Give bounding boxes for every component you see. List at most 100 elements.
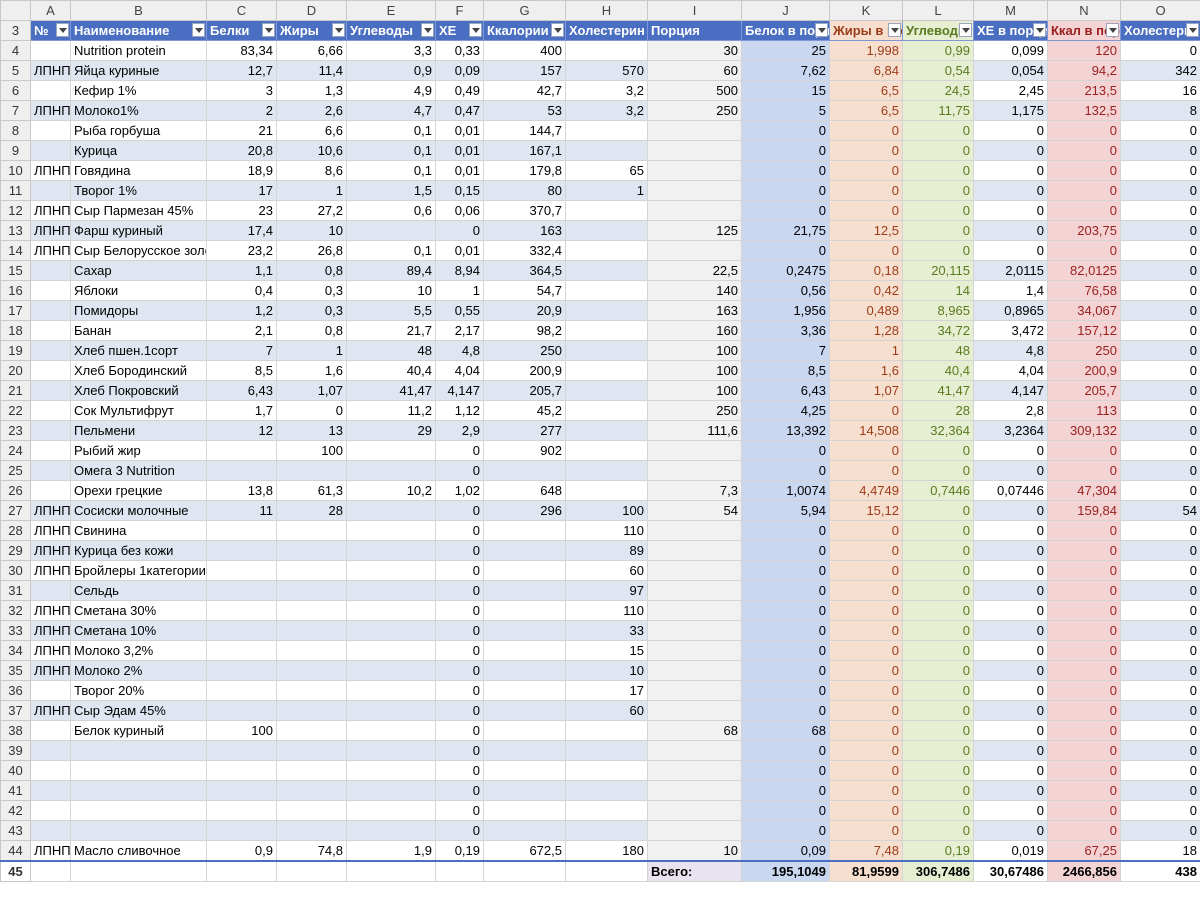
cell[interactable]: 21,7 xyxy=(346,320,436,341)
cell[interactable] xyxy=(346,640,436,661)
row-number[interactable]: 35 xyxy=(0,660,31,681)
cell[interactable]: Сельдь xyxy=(70,580,207,601)
cell[interactable]: 13 xyxy=(276,420,347,441)
cell[interactable]: ЛПНП xyxy=(30,100,71,121)
cell[interactable]: 15 xyxy=(741,80,830,101)
cell[interactable]: 0 xyxy=(1047,760,1121,781)
cell[interactable]: 0,15 xyxy=(435,180,484,201)
row-number[interactable]: 19 xyxy=(0,340,31,361)
cell[interactable]: 3,2 xyxy=(565,80,648,101)
cell[interactable]: 4,7 xyxy=(346,100,436,121)
cell[interactable]: 0 xyxy=(902,720,974,741)
cell[interactable]: 0 xyxy=(902,140,974,161)
cell[interactable]: 0 xyxy=(973,180,1048,201)
cell[interactable]: 0 xyxy=(902,640,974,661)
cell[interactable] xyxy=(565,320,648,341)
cell[interactable]: 0,09 xyxy=(435,60,484,81)
cell[interactable]: 0 xyxy=(902,500,974,521)
cell[interactable] xyxy=(647,680,742,701)
row-number[interactable]: 29 xyxy=(0,540,31,561)
cell[interactable]: 159,84 xyxy=(1047,500,1121,521)
cell[interactable]: 0,4 xyxy=(206,280,277,301)
table-header-cell[interactable]: Холестерин xyxy=(565,20,648,41)
cell[interactable]: 0,54 xyxy=(902,60,974,81)
cell[interactable]: 0 xyxy=(1120,760,1200,781)
row-number[interactable]: 18 xyxy=(0,320,31,341)
cell[interactable] xyxy=(276,820,347,841)
cell[interactable]: 0,33 xyxy=(435,40,484,61)
column-header-j[interactable]: J xyxy=(741,0,830,21)
cell[interactable]: 250 xyxy=(647,400,742,421)
cell[interactable]: 0 xyxy=(829,240,903,261)
cell[interactable]: 0,9 xyxy=(346,60,436,81)
cell[interactable]: Хлеб пшен.1сорт xyxy=(70,340,207,361)
cell[interactable]: 74,8 xyxy=(276,840,347,862)
cell[interactable] xyxy=(565,280,648,301)
cell[interactable]: 205,7 xyxy=(1047,380,1121,401)
cell[interactable]: 0 xyxy=(1120,660,1200,681)
cell[interactable]: 203,75 xyxy=(1047,220,1121,241)
cell[interactable] xyxy=(647,200,742,221)
table-header-cell[interactable]: ХЕ в порции xyxy=(973,20,1048,41)
row-number[interactable]: 27 xyxy=(0,500,31,521)
select-all-corner[interactable] xyxy=(0,0,31,21)
cell[interactable]: 0,8 xyxy=(276,260,347,281)
cell[interactable] xyxy=(206,580,277,601)
cell[interactable]: 2,0115 xyxy=(973,260,1048,281)
cell[interactable] xyxy=(483,640,566,661)
cell[interactable]: 1,6 xyxy=(829,360,903,381)
cell[interactable] xyxy=(483,560,566,581)
cell[interactable]: 0 xyxy=(973,820,1048,841)
cell[interactable] xyxy=(346,860,436,882)
cell[interactable] xyxy=(346,620,436,641)
cell[interactable]: 0 xyxy=(741,240,830,261)
cell[interactable]: 163 xyxy=(483,220,566,241)
cell[interactable] xyxy=(206,860,277,882)
cell[interactable]: 0 xyxy=(829,140,903,161)
cell[interactable]: Nutrition protein xyxy=(70,40,207,61)
row-number[interactable]: 10 xyxy=(0,160,31,181)
row-number[interactable]: 44 xyxy=(0,840,31,862)
cell[interactable]: 0 xyxy=(1047,440,1121,461)
cell[interactable]: 0 xyxy=(741,800,830,821)
cell[interactable]: 0 xyxy=(1047,580,1121,601)
cell[interactable]: Говядина xyxy=(70,160,207,181)
table-header-cell[interactable]: Белок в порции xyxy=(741,20,830,41)
row-number[interactable]: 36 xyxy=(0,680,31,701)
cell[interactable]: ЛПНП xyxy=(30,200,71,221)
cell[interactable] xyxy=(647,120,742,141)
cell[interactable]: 0 xyxy=(1120,520,1200,541)
cell[interactable]: 34,067 xyxy=(1047,300,1121,321)
cell[interactable]: 24,5 xyxy=(902,80,974,101)
cell[interactable] xyxy=(276,680,347,701)
cell[interactable] xyxy=(647,820,742,841)
cell[interactable]: 0 xyxy=(829,400,903,421)
cell[interactable]: 0 xyxy=(973,440,1048,461)
cell[interactable]: 0,09 xyxy=(741,840,830,862)
cell[interactable]: 18 xyxy=(1120,840,1200,862)
cell[interactable]: ЛПНП xyxy=(30,560,71,581)
cell[interactable] xyxy=(276,720,347,741)
cell[interactable]: 0 xyxy=(829,780,903,801)
row-number[interactable]: 3 xyxy=(0,20,31,41)
cell[interactable] xyxy=(30,400,71,421)
cell[interactable]: Сахар xyxy=(70,260,207,281)
cell[interactable]: 0 xyxy=(1047,700,1121,721)
cell[interactable] xyxy=(346,820,436,841)
cell[interactable]: 0 xyxy=(1120,440,1200,461)
table-header-cell[interactable]: Углеводы в порции xyxy=(902,20,974,41)
cell[interactable]: 2,9 xyxy=(435,420,484,441)
cell[interactable]: 0 xyxy=(973,140,1048,161)
cell[interactable]: 1,5 xyxy=(346,180,436,201)
cell[interactable] xyxy=(483,800,566,821)
cell[interactable]: 7,62 xyxy=(741,60,830,81)
cell[interactable]: 0,55 xyxy=(435,300,484,321)
cell[interactable] xyxy=(276,740,347,761)
cell[interactable]: ЛПНП xyxy=(30,240,71,261)
cell[interactable]: 0,1 xyxy=(346,240,436,261)
cell[interactable]: 250 xyxy=(1047,340,1121,361)
cell[interactable]: 60 xyxy=(565,700,648,721)
cell[interactable] xyxy=(346,560,436,581)
cell[interactable] xyxy=(276,580,347,601)
cell[interactable]: 89,4 xyxy=(346,260,436,281)
